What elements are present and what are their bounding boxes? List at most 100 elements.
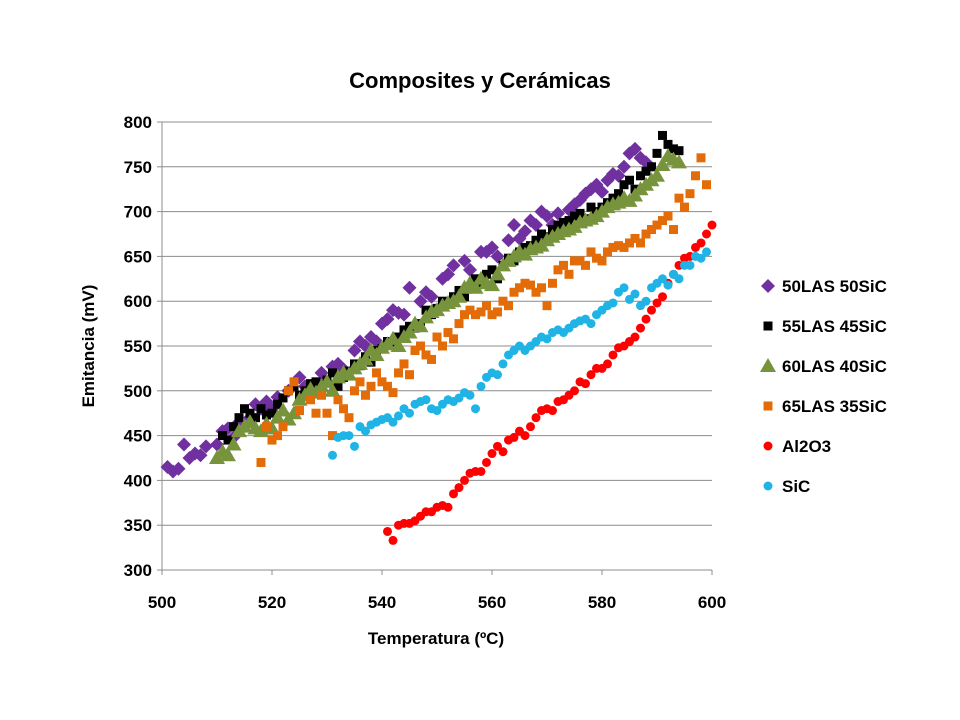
data-point — [482, 269, 491, 279]
data-point — [487, 310, 497, 320]
x-tick-label: 580 — [588, 593, 616, 612]
data-point — [498, 296, 508, 306]
data-point — [696, 238, 706, 248]
data-point — [608, 298, 618, 308]
data-point — [273, 431, 282, 441]
y-axis-ticks: 300 350 400 450 500 550 600 650 700 750 800 — [124, 113, 162, 580]
data-point — [652, 148, 662, 158]
data-point — [344, 413, 354, 423]
data-point — [641, 166, 651, 176]
data-point — [465, 390, 475, 400]
data-point — [427, 354, 436, 364]
x-tick-label: 520 — [258, 593, 286, 612]
data-point — [696, 153, 706, 163]
data-point — [432, 406, 442, 416]
data-point — [388, 417, 398, 427]
data-point — [586, 247, 596, 257]
data-point — [267, 408, 277, 418]
data-point — [410, 345, 420, 355]
data-point — [625, 238, 634, 248]
data-point — [262, 410, 271, 420]
data-point — [493, 441, 502, 451]
data-point — [388, 535, 398, 545]
legend-label: 65LAS 35SiC — [782, 397, 887, 416]
data-point — [509, 287, 519, 297]
data-point — [476, 307, 486, 317]
data-point — [372, 368, 381, 378]
data-point — [636, 238, 645, 248]
y-tick-label: 450 — [124, 427, 152, 446]
data-point — [421, 395, 431, 405]
y-tick-label: 550 — [124, 337, 152, 356]
data-point — [229, 422, 238, 432]
data-point — [476, 466, 486, 476]
data-point — [630, 289, 640, 299]
data-point — [619, 180, 629, 190]
data-point — [570, 211, 579, 221]
data-point — [652, 298, 662, 308]
data-point — [586, 370, 596, 380]
data-point — [537, 229, 546, 239]
data-point — [432, 332, 442, 342]
data-point — [647, 305, 656, 315]
data-point — [388, 388, 398, 398]
data-point — [438, 341, 447, 351]
data-point — [641, 314, 651, 324]
data-point — [380, 312, 395, 327]
data-point — [225, 436, 242, 451]
data-point — [586, 202, 596, 212]
legend-item: 60LAS 40SiC — [760, 357, 887, 376]
data-point — [611, 168, 626, 183]
data-point — [451, 288, 467, 303]
data-point — [402, 280, 417, 295]
data-point — [317, 390, 326, 400]
data-point — [641, 229, 651, 239]
data-point — [537, 283, 546, 293]
data-point — [322, 408, 332, 418]
data-point — [685, 189, 695, 199]
data-point — [669, 225, 678, 235]
data-point — [482, 301, 491, 311]
data-point — [344, 431, 354, 441]
legend-marker — [761, 279, 775, 293]
data-point — [295, 406, 304, 416]
data-point — [487, 265, 497, 275]
data-point — [240, 404, 249, 414]
data-point — [663, 139, 673, 149]
data-point — [564, 216, 574, 226]
data-point — [658, 130, 667, 140]
data-point — [649, 167, 665, 182]
data-point — [355, 377, 365, 387]
data-point — [553, 220, 563, 230]
data-point — [357, 351, 374, 366]
data-point — [454, 483, 464, 493]
data-point — [460, 310, 469, 320]
data-point — [531, 287, 541, 297]
legend-marker — [763, 321, 773, 331]
data-point — [311, 408, 321, 418]
data-point — [518, 224, 532, 239]
data-point — [269, 409, 286, 424]
data-point — [691, 171, 700, 181]
y-tick-label: 650 — [124, 247, 152, 266]
data-point — [564, 269, 574, 279]
data-point — [669, 144, 678, 154]
data-point — [223, 435, 233, 445]
data-point — [471, 310, 480, 320]
data-point — [504, 301, 513, 311]
data-point — [397, 307, 411, 322]
data-point — [482, 457, 491, 467]
y-tick-label: 600 — [124, 292, 152, 311]
legend-item: 55LAS 45SiC — [763, 317, 887, 336]
data-point — [515, 283, 524, 293]
x-axis-ticks: 500 520 540 560 580 600 — [148, 570, 726, 612]
data-point — [702, 229, 711, 239]
data-point — [493, 307, 502, 317]
data-point — [467, 279, 484, 294]
legend-item: 65LAS 35SiC — [763, 397, 887, 416]
legend-item: 50LAS 50SiC — [761, 277, 887, 296]
data-point — [284, 386, 293, 396]
y-tick-label: 700 — [124, 203, 152, 222]
y-tick-label: 350 — [124, 516, 152, 535]
